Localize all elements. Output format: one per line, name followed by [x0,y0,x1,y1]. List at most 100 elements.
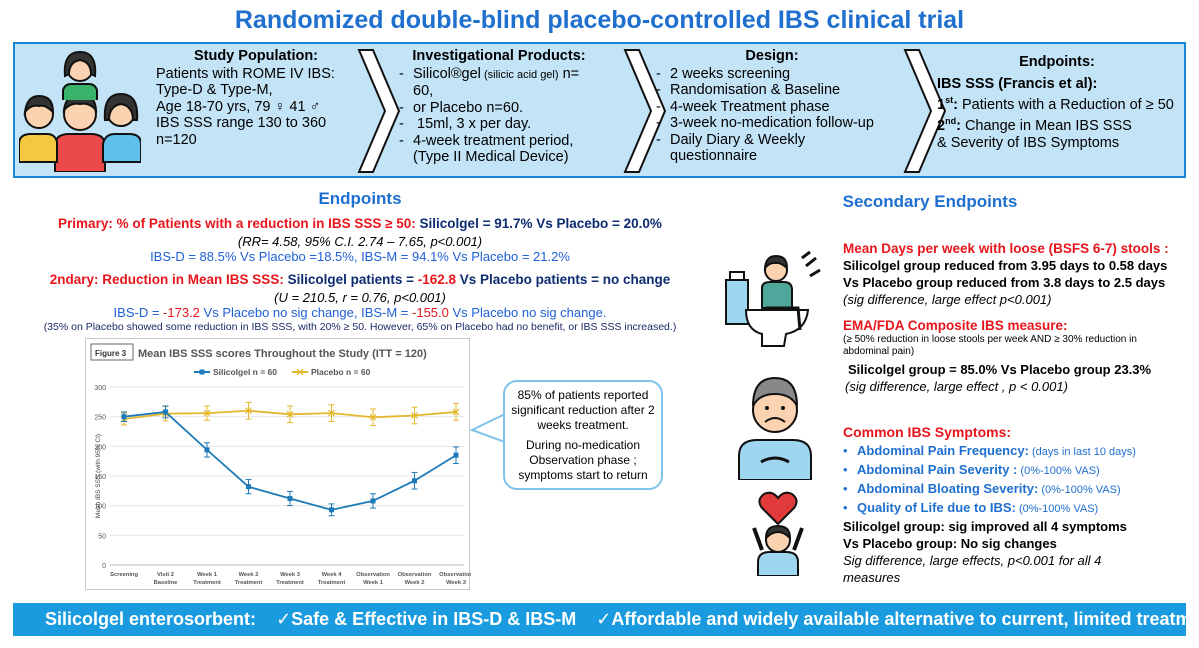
data-point [245,407,252,415]
callout-text: During no-medication Observation phase ;… [518,438,648,482]
legend-label: Silicolgel n = 60 [213,367,277,377]
footer-banner: Silicolgel enterosorbent: ✓Safe & Effect… [13,603,1199,636]
data-point [203,409,211,417]
data-point [452,408,460,416]
ema-fda-block: EMA/FDA Composite IBS measure: (≥ 50% re… [843,317,1151,395]
chevron-right-icon [357,49,401,173]
data-point [287,496,293,502]
chart-svg: Figure 3 Mean IBS SSS scores Throughout t… [90,343,471,586]
x-tick-label: Week 2 [405,580,425,586]
endpoints-second-cont: & Severity of IBS Symptoms [937,134,1120,151]
loose-stools-line: Silicolgel group reduced from 3.95 days … [843,258,1168,273]
data-point [121,414,127,420]
design-item: - Randomisation & Baseline [656,82,841,98]
loose-stools-block: Mean Days per week with loose (BSFS 6-7)… [843,240,1169,308]
endpoints-second: 2nd: Change in Mean IBS SSS [937,116,1132,135]
endpoints-panel: Endpoints: IBS SSS (Francis et al): 1st:… [937,48,1177,151]
x-tick-label: Week 3 [446,580,467,586]
loose-stools-line: Vs Placebo group reduced from 3.8 days t… [843,275,1166,290]
chevron-right-icon [903,49,947,173]
placebo-note: (35% on Placebo showed some reduction in… [43,321,677,333]
primary-endpoint-line: Primary: % of Patients with a reduction … [58,216,662,231]
footer-text: Silicolgel enterosorbent: [45,609,257,629]
data-point [453,452,459,458]
y-tick-label: 150 [94,474,106,481]
endpoints-line: IBS SSS (Francis et al): [937,75,1098,92]
secondary-endpoints-title: Secondary Endpoints [842,192,1018,211]
data-point [369,413,377,421]
x-tick-label: Treatment [235,580,263,586]
ema-fda-title: EMA/FDA Composite IBS measure: [843,318,1068,333]
endpoints-heading: Endpoints: [1019,54,1095,70]
symptom-item: • Abdominal Bloating Severity: (0%-100% V… [843,481,1121,496]
symptom-item: • Abdominal Pain Severity : (0%-100% VAS) [843,462,1100,477]
x-tick-label: Treatment [276,580,304,586]
design-heading: Design: [745,48,799,64]
symptoms-block: Common IBS Symptoms: • Abdominal Pain Fre… [843,424,1136,586]
x-tick-label: Treatment [318,580,346,586]
figure-label-box [90,343,134,361]
loose-stools-title: Mean Days per week with loose (BSFS 6-7)… [843,241,1169,256]
y-tick-label: 250 [94,415,106,422]
product-item: - Silicol®gel (silicic acid gel) n= 60, [399,65,580,100]
x-tick-label: Week 1 [197,572,218,578]
data-point [370,498,376,504]
secondary-endpoint-line: 2ndary: Reduction in Mean IBS SSS: Silic… [49,272,671,287]
figure-label: Figure 3 [95,349,127,358]
design-item: - Daily Diary & Weekly questionnaire [656,131,806,165]
study-population-panel: Study Population: Patients with ROME IV … [156,48,356,148]
secondary-subgroups: IBS-D = -173.2 Vs Placebo no sig change,… [113,305,607,320]
symptom-item: • Abdominal Pain Frequency: (days in last… [843,443,1136,458]
loose-stools-stats: (sig difference, large effect p<0.001) [843,292,1052,307]
population-line: Age 18-70 yrs, 79 ♀ 41 ♂ [156,98,321,115]
ema-fda-sub: abdominal pain) [843,346,915,357]
data-point [163,409,168,415]
data-point [328,409,335,417]
patients-group-icon [19,50,141,172]
x-tick-label: Observation [398,572,432,578]
design-item: -3-week no-medication follow-up [656,115,874,131]
population-line: IBS SSS range 130 to 360 [156,115,327,131]
ema-fda-stats: (sig difference, large effect , p < 0.00… [845,379,1068,394]
product-item: - 15ml, 3 x per day. [399,116,532,132]
callout-pointer [470,413,506,443]
endpoints-first: 1st: Patients with a Reduction of ≥ 50 [937,95,1174,113]
product-item: - or Placebo n=60. [399,99,524,116]
x-tick-label: Visit 2 [157,572,174,578]
data-point [204,447,210,453]
data-point [286,410,294,418]
y-axis-label: Mean IBS SSS (with 95% CI) [95,434,102,518]
callout-text: 85% of patients reported significant red… [511,388,655,432]
primary-subgroups: IBS-D = 88.5% Vs Placebo =18.5%, IBS-M =… [150,249,570,264]
abdominal-pain-icon [738,376,812,480]
x-tick-label: Treatment [193,580,221,586]
data-point [411,412,418,419]
footer-text: ✓Affordable and widely available alterna… [596,609,1199,629]
population-line: Type-D & Type-M, [156,82,273,98]
endpoints-title: Endpoints [318,189,402,208]
x-tick-label: Week 3 [280,572,301,578]
symptoms-line: Silicolgel group: sig improved all 4 sym… [843,519,1127,534]
ema-fda-result: Silicolgel group = 85.0% Vs Placebo grou… [848,362,1152,377]
y-tick-label: 100 [94,504,106,511]
y-tick-label: 50 [98,533,106,540]
ibs-sss-chart: Figure 3 Mean IBS SSS scores Throughout t… [85,338,471,590]
legend-marker [199,369,205,375]
x-tick-label: Week 4 [322,572,343,578]
y-tick-label: 200 [94,444,106,451]
chart-callout: 85% of patients reported significant red… [503,380,663,490]
products-heading: Investigational Products: [412,48,586,64]
symptoms-line: measures [843,570,901,585]
investigational-products-panel: Investigational Products: - Silicol®gel (… [399,48,599,166]
chart-title: Mean IBS SSS scores Throughout the Study… [138,348,427,360]
population-line: n=120 [156,131,197,148]
y-tick-label: 300 [94,385,106,392]
symptom-item: • Quality of Life due to IBS: (0%-100% VA… [843,500,1099,515]
symptoms-line: Vs Placebo group: No sig changes [843,536,1057,551]
chevron-right-icon [623,49,667,173]
product-item: -4-week treatment period, (Type II Medic… [399,132,574,166]
design-item: -2 weeks screening [656,65,791,82]
data-point [246,484,251,490]
toilet-icon [725,250,821,347]
design-panel: Design: -2 weeks screening - Randomisatio… [656,48,888,165]
